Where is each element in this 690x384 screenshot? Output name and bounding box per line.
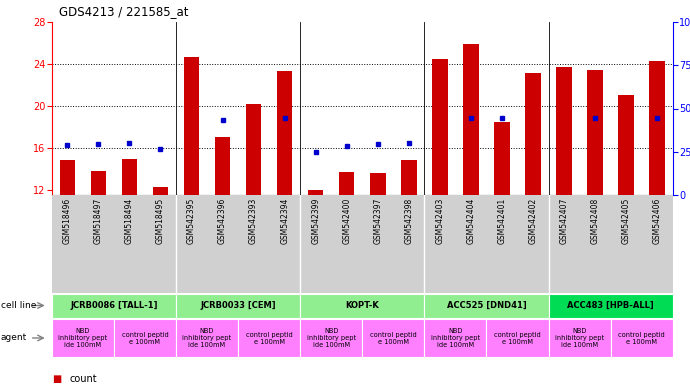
Text: NBD
inhibitory pept
ide 100mM: NBD inhibitory pept ide 100mM: [555, 328, 604, 348]
Bar: [90, 171, 106, 195]
Bar: [525, 73, 541, 195]
Bar: [587, 70, 603, 195]
Bar: [424, 293, 549, 318]
Bar: [432, 59, 448, 195]
Text: GSM518497: GSM518497: [94, 198, 103, 244]
Text: GSM542401: GSM542401: [497, 198, 506, 244]
Text: ACC525 [DND41]: ACC525 [DND41]: [446, 301, 526, 310]
Text: GSM518494: GSM518494: [125, 198, 134, 244]
Bar: [362, 319, 424, 357]
Text: GSM542408: GSM542408: [591, 198, 600, 244]
Text: JCRB0033 [CEM]: JCRB0033 [CEM]: [200, 301, 276, 310]
Text: count: count: [69, 374, 97, 384]
Text: GSM542402: GSM542402: [529, 198, 538, 244]
Text: control peptid
e 100mM: control peptid e 100mM: [618, 331, 665, 344]
Text: NBD
inhibitory pept
ide 100mM: NBD inhibitory pept ide 100mM: [182, 328, 232, 348]
Text: JCRB0086 [TALL-1]: JCRB0086 [TALL-1]: [70, 301, 157, 310]
Bar: [549, 319, 611, 357]
Bar: [401, 161, 417, 195]
Bar: [277, 71, 293, 195]
Text: GSM542400: GSM542400: [342, 198, 351, 244]
Text: GSM542405: GSM542405: [622, 198, 631, 244]
Bar: [176, 319, 238, 357]
Bar: [370, 173, 386, 195]
Bar: [556, 67, 572, 195]
Text: GSM542397: GSM542397: [373, 198, 382, 244]
Text: GSM542403: GSM542403: [435, 198, 444, 244]
Text: GSM518496: GSM518496: [63, 198, 72, 244]
Bar: [308, 190, 324, 195]
Text: GSM542395: GSM542395: [187, 198, 196, 244]
Bar: [486, 319, 549, 357]
Text: control peptid
e 100mM: control peptid e 100mM: [246, 331, 293, 344]
Bar: [424, 319, 486, 357]
Bar: [215, 137, 230, 195]
Bar: [463, 44, 479, 195]
Text: NBD
inhibitory pept
ide 100mM: NBD inhibitory pept ide 100mM: [306, 328, 356, 348]
Bar: [152, 187, 168, 195]
Text: GSM542407: GSM542407: [560, 198, 569, 244]
Bar: [339, 172, 355, 195]
Text: control peptid
e 100mM: control peptid e 100mM: [370, 331, 417, 344]
Text: GSM542406: GSM542406: [653, 198, 662, 244]
Text: ACC483 [HPB-ALL]: ACC483 [HPB-ALL]: [567, 301, 654, 310]
Text: cell line: cell line: [1, 301, 36, 310]
Bar: [52, 293, 176, 318]
Text: ■: ■: [52, 374, 61, 384]
Text: GSM542396: GSM542396: [218, 198, 227, 244]
Text: GSM542404: GSM542404: [466, 198, 475, 244]
Bar: [114, 319, 176, 357]
Bar: [611, 319, 673, 357]
Bar: [121, 159, 137, 195]
Text: GSM542398: GSM542398: [404, 198, 413, 244]
Text: control peptid
e 100mM: control peptid e 100mM: [494, 331, 541, 344]
Bar: [300, 319, 362, 357]
Bar: [176, 293, 300, 318]
Bar: [184, 56, 199, 195]
Text: GSM542399: GSM542399: [311, 198, 320, 244]
Text: control peptid
e 100mM: control peptid e 100mM: [121, 331, 168, 344]
Text: GDS4213 / 221585_at: GDS4213 / 221585_at: [59, 5, 188, 18]
Bar: [246, 104, 262, 195]
Bar: [59, 161, 75, 195]
Text: GSM542393: GSM542393: [249, 198, 258, 244]
Text: NBD
inhibitory pept
ide 100mM: NBD inhibitory pept ide 100mM: [431, 328, 480, 348]
Text: GSM542394: GSM542394: [280, 198, 289, 244]
Text: GSM518495: GSM518495: [156, 198, 165, 244]
Bar: [238, 319, 300, 357]
Text: agent: agent: [1, 333, 27, 343]
Bar: [549, 293, 673, 318]
Bar: [52, 319, 114, 357]
Bar: [494, 122, 510, 195]
Bar: [300, 293, 424, 318]
Text: KOPT-K: KOPT-K: [346, 301, 379, 310]
Text: NBD
inhibitory pept
ide 100mM: NBD inhibitory pept ide 100mM: [58, 328, 108, 348]
Bar: [649, 61, 665, 195]
Bar: [618, 95, 634, 195]
